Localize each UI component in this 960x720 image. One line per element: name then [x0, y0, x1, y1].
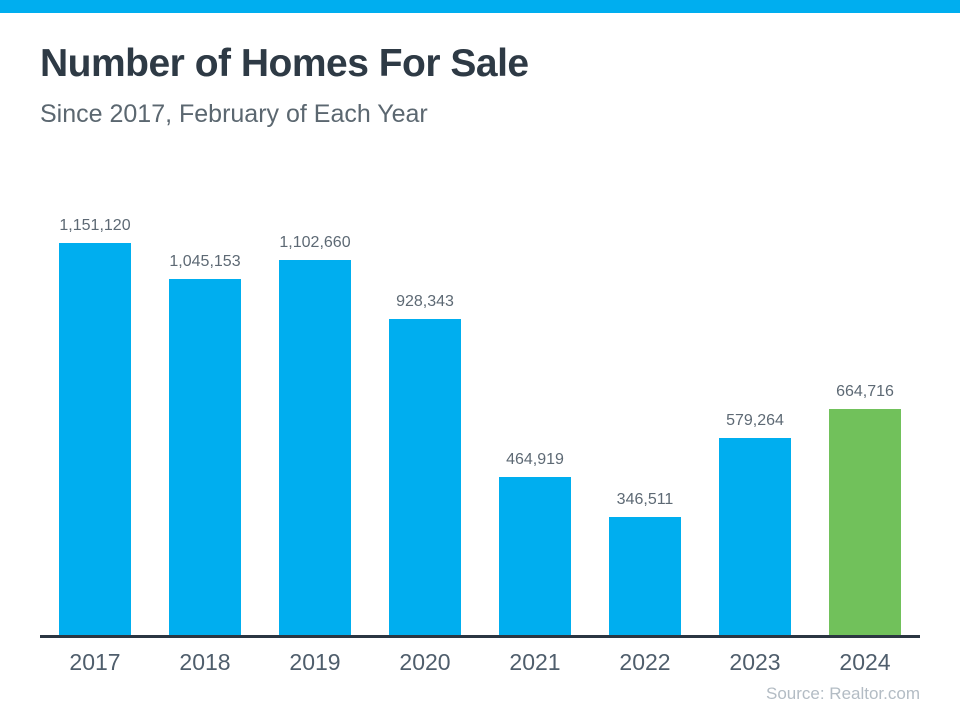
- bar-value-label: 1,045,153: [169, 253, 241, 270]
- source-credit: Source: Realtor.com: [765, 684, 920, 703]
- bar-column-2017: 1,151,120: [40, 195, 150, 635]
- bar-column-2022: 346,511: [590, 195, 700, 635]
- year-label-2024: 2024: [839, 649, 891, 675]
- bar-column-2020: 928,343: [370, 195, 480, 635]
- bar-value-label: 464,919: [506, 451, 564, 468]
- bar-column-2024: 664,716: [810, 195, 920, 635]
- bar-value-label: 1,151,120: [59, 217, 131, 234]
- bar-value-label: 579,264: [726, 412, 784, 429]
- page-title: Number of Homes For Sale: [40, 42, 529, 85]
- bars-row: 1,151,120 1,045,153 1,102,660 928,343 464,91…: [40, 195, 920, 635]
- x-axis-line: [40, 635, 920, 638]
- x-axis-labels: 2017 2018 2019 2020 2021 2022 2023 2024: [40, 649, 920, 676]
- bar-value-label: 1,102,660: [279, 234, 351, 251]
- bar-2019: [279, 260, 351, 635]
- page-subtitle: Since 2017, February of Each Year: [40, 100, 428, 128]
- bar-2023: [719, 438, 791, 635]
- bar-column-2019: 1,102,660: [260, 195, 370, 635]
- bar-2024: [829, 409, 901, 635]
- year-label-2021: 2021: [509, 649, 561, 675]
- year-label-2018: 2018: [179, 649, 231, 675]
- year-label-2019: 2019: [289, 649, 341, 675]
- year-label-2022: 2022: [619, 649, 671, 675]
- bar-column-2018: 1,045,153: [150, 195, 260, 635]
- bar-2017: [59, 243, 131, 635]
- bar-2018: [169, 279, 241, 635]
- year-label-2017: 2017: [69, 649, 121, 675]
- bar-2020: [389, 319, 461, 635]
- bar-chart: 1,151,120 1,045,153 1,102,660 928,343 464,91…: [40, 195, 920, 676]
- bar-value-label: 664,716: [836, 383, 894, 400]
- accent-strip: [0, 0, 960, 13]
- bar-column-2023: 579,264: [700, 195, 810, 635]
- bar-value-label: 346,511: [616, 491, 674, 508]
- bar-column-2021: 464,919: [480, 195, 590, 635]
- bar-2022: [609, 517, 681, 635]
- bar-2021: [499, 477, 571, 635]
- year-label-2023: 2023: [729, 649, 781, 675]
- bar-value-label: 928,343: [396, 293, 454, 310]
- year-label-2020: 2020: [399, 649, 451, 675]
